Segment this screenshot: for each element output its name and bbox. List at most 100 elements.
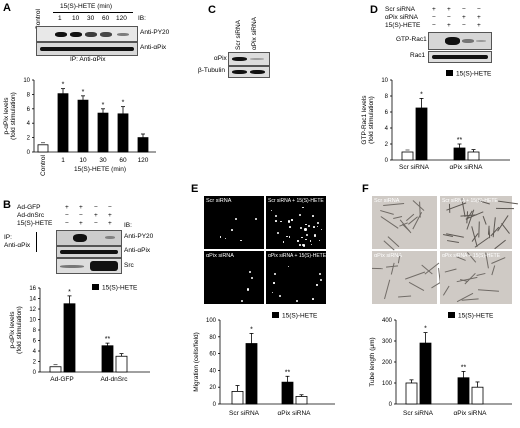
x-tick-label: Scr siRNA — [399, 164, 430, 171]
bar — [77, 99, 89, 153]
migrated-cell — [304, 228, 307, 231]
legend-swatch — [92, 284, 99, 290]
tube-segment — [491, 265, 496, 276]
chart-panel-a: 0 2 4 6 8 10 p-αPix levels (fold stimulation) * *… — [3, 78, 156, 176]
migrated-cell — [301, 243, 304, 246]
y-tick-label: 4 — [33, 349, 37, 355]
bar — [49, 366, 62, 373]
y-tick-label: 2 — [385, 142, 389, 148]
y-tick-label: 4 — [385, 126, 389, 132]
ip-label: IP: Anti-αPix — [70, 56, 106, 63]
y-tick-label: 300 — [382, 339, 393, 345]
legend-label: 15(S)-HETE — [456, 71, 492, 78]
y-tick-label: 8 — [27, 92, 31, 98]
migrated-cell — [319, 272, 322, 276]
significance-mark: * — [250, 326, 253, 333]
migrated-cell — [231, 229, 233, 232]
migrated-cell — [310, 243, 313, 246]
tube-segment — [408, 282, 425, 292]
migrated-cell — [286, 235, 288, 238]
sign: − — [108, 204, 112, 211]
significance-mark: * — [424, 326, 427, 333]
blot-src — [56, 258, 122, 274]
sign: + — [108, 212, 112, 219]
row-label: Ad-GFP — [17, 204, 41, 211]
bar — [63, 303, 76, 373]
blot-row-label: Src — [124, 262, 134, 269]
ip-antibody: Anti-αPix — [4, 242, 31, 249]
migrated-cell — [276, 231, 279, 234]
significance-mark: * — [102, 102, 105, 109]
blot-gtp-rac1 — [428, 32, 492, 50]
tube-segment — [383, 279, 391, 300]
y-axis-label: Migration (cells/field) — [193, 332, 200, 392]
y-tick-label: 0 — [385, 158, 389, 164]
migrated-cell — [313, 235, 316, 238]
legend-label: 15(S)-HETE — [282, 313, 318, 320]
migrated-cell — [246, 288, 250, 291]
lane-label: Scr siRNA — [235, 20, 242, 50]
x-tick-label: 60 — [119, 157, 127, 164]
sign: − — [94, 204, 98, 211]
migrated-cell — [288, 236, 291, 238]
significance-mark: ** — [457, 137, 463, 144]
x-tick-label: 120 — [138, 157, 149, 164]
y-axis-label-line: (fold stimulation) — [10, 92, 17, 140]
y-tick-label: 12 — [29, 307, 36, 313]
blot-apix — [36, 42, 138, 56]
migrated-cell — [318, 239, 320, 241]
tube-segment — [494, 239, 506, 249]
migrated-cell — [321, 228, 323, 231]
y-axis-label: Tube length (μm) — [369, 337, 376, 386]
y-tick-label: 60 — [209, 352, 216, 358]
micrograph-apix: αPix siRNA — [204, 251, 264, 304]
blot-tubulin — [228, 66, 270, 78]
x-axis-title: 15(S)-HETE (min) — [74, 166, 126, 173]
x-tick-label: αPix siRNA — [277, 410, 311, 417]
x-tick-label: Ad-GFP — [50, 376, 73, 383]
micrograph-apix-hete: αPix siRNA + 15(S)-HETE — [440, 251, 512, 304]
tube-segment — [477, 221, 480, 238]
bar — [415, 107, 428, 161]
migrated-cell — [316, 284, 318, 286]
significance-mark: * — [62, 82, 65, 89]
tube-segment — [372, 267, 384, 269]
tube-segment — [501, 222, 511, 234]
sign: + — [108, 220, 112, 227]
panel-label: C — [208, 4, 216, 16]
y-tick-label: 6 — [33, 339, 37, 345]
bar — [471, 386, 484, 405]
migrated-cell — [241, 300, 244, 303]
sign: − — [462, 22, 466, 29]
migrated-cell — [271, 291, 274, 294]
significance-mark: * — [122, 100, 125, 107]
bar — [401, 151, 414, 161]
migrated-cell — [297, 240, 299, 242]
blot-apix — [56, 246, 122, 258]
migrated-cell — [280, 220, 282, 223]
chart-panel-b: 0 2 4 6 8 10 12 14 16 p-αPix levels (fold stimulat… — [9, 284, 150, 383]
migrated-cell — [273, 282, 275, 284]
lane-label: αPix siRNA — [251, 16, 258, 50]
y-axis-label-line: GTP-Rac1 levels — [361, 95, 368, 145]
micrograph-scr-hete: Scr siRNA + 15(S)-HETE — [266, 196, 326, 249]
y-tick-label: 6 — [385, 110, 389, 116]
tube-segment — [397, 295, 412, 298]
bar — [101, 345, 114, 373]
sign: − — [65, 220, 69, 227]
migrated-cell — [320, 279, 322, 282]
y-tick-label: 0 — [33, 370, 37, 376]
y-tick-label: 4 — [27, 121, 31, 127]
row-label: 15(S)-HETE — [17, 220, 53, 227]
y-axis-label: p-αPix levels (fold stimulation) — [3, 92, 17, 140]
significance-mark: * — [68, 289, 71, 296]
y-tick-label: 10 — [23, 78, 30, 84]
migrated-cell — [302, 207, 304, 209]
blot-apix — [228, 52, 270, 66]
ip-label: IP: — [4, 234, 12, 241]
sign: + — [79, 204, 83, 211]
y-tick-label: 80 — [209, 335, 216, 341]
ib-label: IB: — [124, 222, 132, 229]
blot-row-label: Anti-PY20 — [140, 29, 170, 36]
